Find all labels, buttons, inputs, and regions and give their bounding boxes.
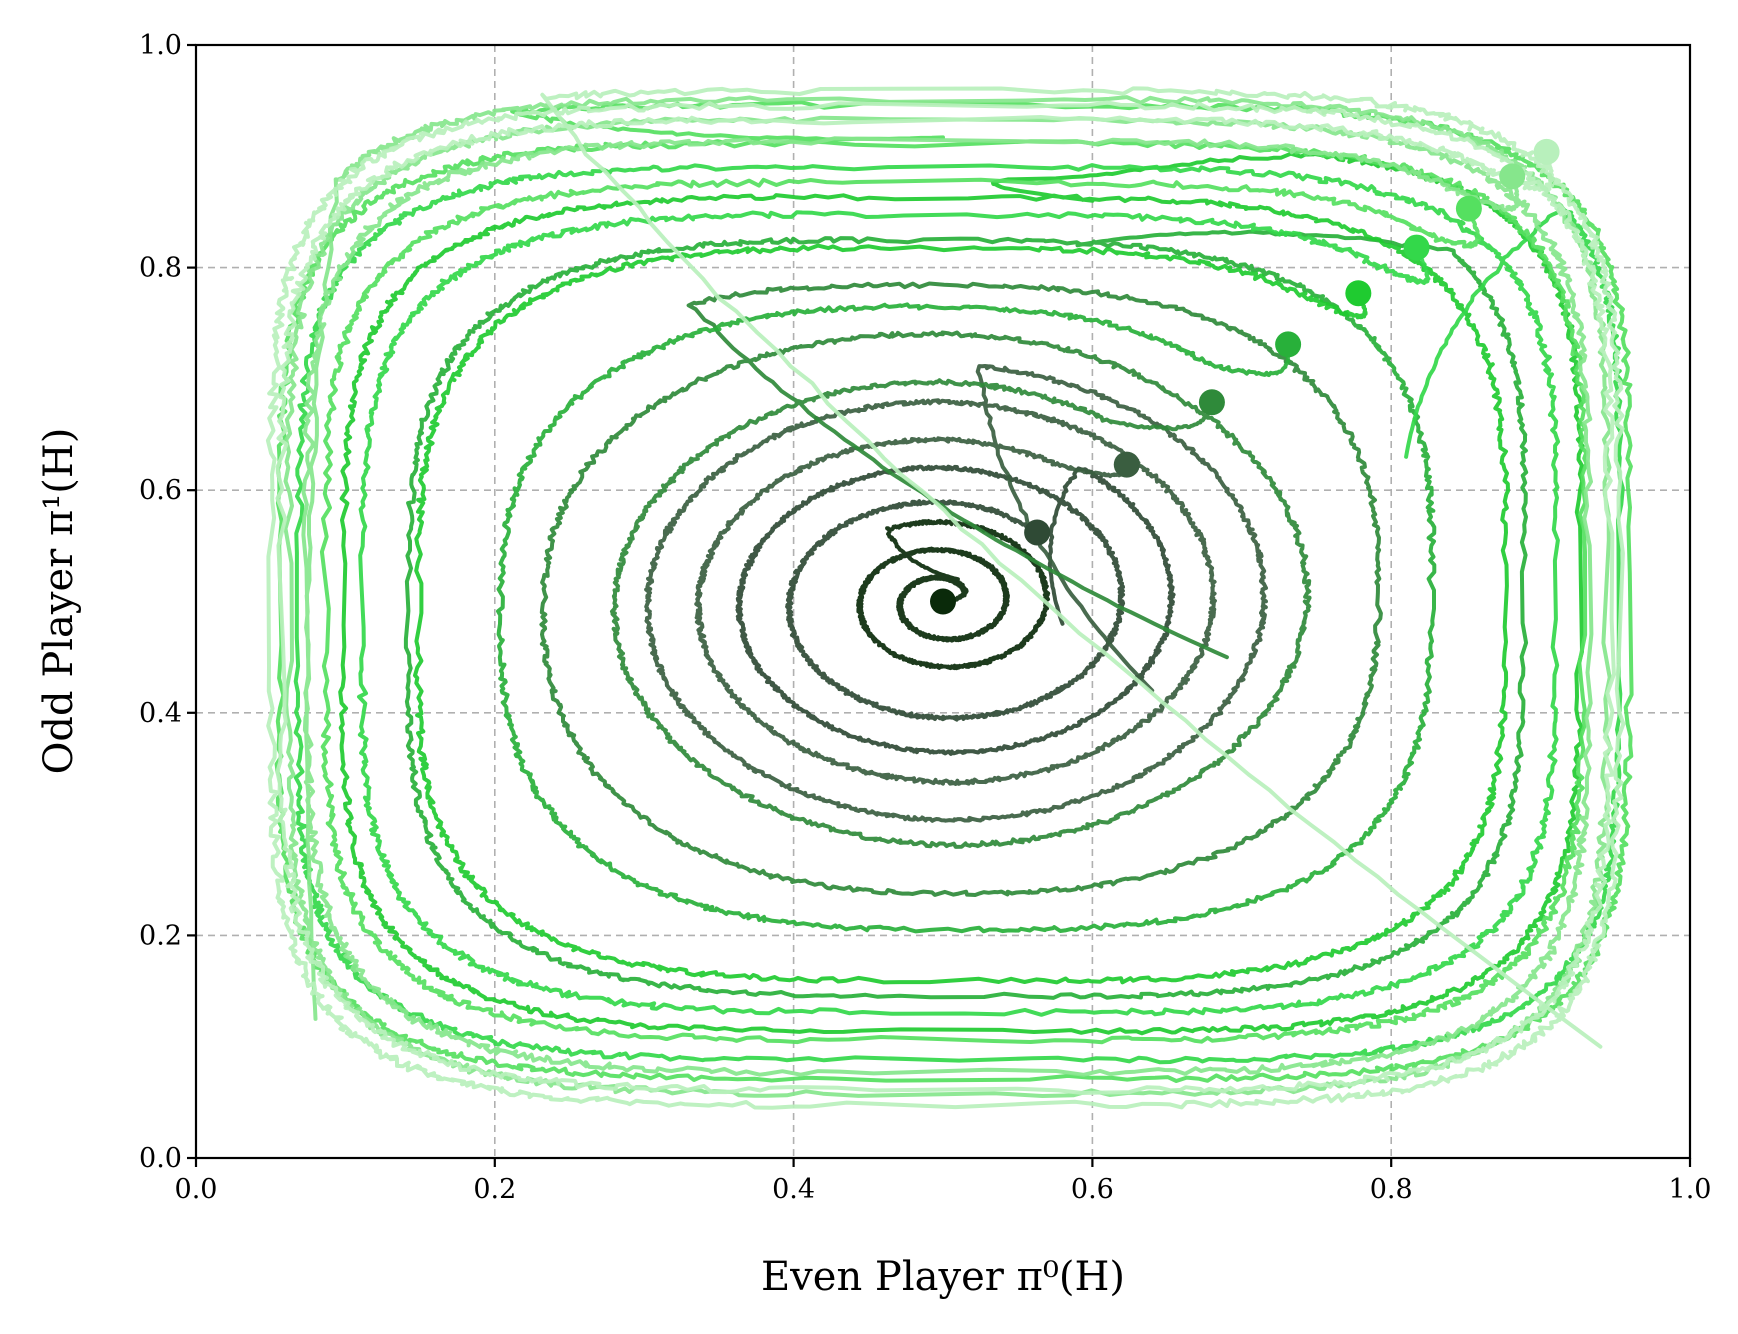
trajectory-line — [403, 229, 1529, 1000]
y-axis-label: Odd Player π¹(H) — [36, 428, 82, 775]
y-tick-label: 0.2 — [139, 920, 182, 951]
trajectory-start-point — [1198, 389, 1225, 416]
y-tick-label: 0.6 — [139, 475, 182, 506]
y-tick-label: 0.8 — [139, 253, 182, 284]
x-tick-label: 0.0 — [175, 1174, 218, 1205]
plot-frame — [194, 43, 1692, 1160]
x-tick-label: 1.0 — [1669, 1174, 1712, 1205]
x-tick-label: 0.4 — [772, 1174, 815, 1205]
x-axis-label: Even Player π⁰(H) — [761, 1254, 1125, 1300]
y-tick-label: 1.0 — [139, 30, 182, 61]
trajectory-start-point — [930, 588, 956, 615]
y-tick-label: 0.4 — [139, 698, 182, 729]
trajectory-line — [274, 100, 1634, 1083]
trajectory-start-point — [1345, 280, 1372, 307]
x-tick-label: 0.8 — [1370, 1174, 1413, 1205]
trajectory-line — [735, 464, 1176, 756]
trajectories — [265, 86, 1634, 1110]
trajectory-line — [644, 364, 1268, 823]
start-points — [930, 138, 1560, 615]
x-tick-label: 0.6 — [1071, 1174, 1114, 1205]
x-axis-ticks: 0.0 0.2 0.4 0.6 0.8 1.0 — [175, 1158, 1712, 1205]
y-axis-ticks: 0.0 0.2 0.4 0.6 0.8 1.0 — [139, 30, 196, 1174]
x-tick-label: 0.2 — [473, 1174, 516, 1205]
trajectory-line — [338, 151, 1585, 1036]
trajectory-start-point — [1533, 138, 1560, 165]
y-tick-label: 0.0 — [139, 1143, 182, 1174]
trajectory-start-point — [1499, 163, 1526, 190]
trajectory-start-point — [1403, 234, 1430, 261]
trajectory-start-point — [1024, 519, 1051, 546]
trajectory-start-point — [1455, 195, 1482, 222]
trajectory-line — [539, 281, 1383, 897]
trajectory-start-point — [1275, 331, 1302, 358]
trajectory-start-point — [1113, 451, 1140, 478]
trajectory-line — [265, 86, 1626, 1110]
